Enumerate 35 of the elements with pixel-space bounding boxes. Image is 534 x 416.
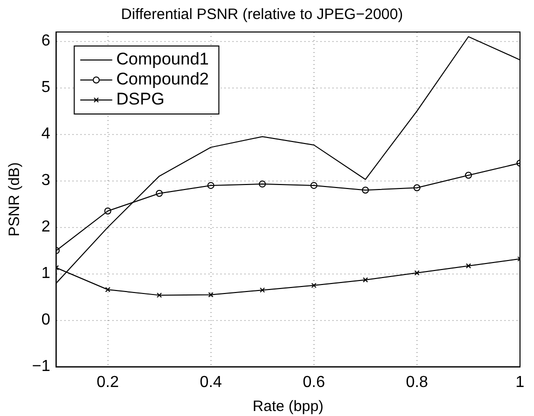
point bbox=[464, 172, 472, 179]
y-tick-label: −1 bbox=[32, 358, 50, 376]
legend-label: Compound1 bbox=[116, 50, 209, 69]
x-tick-label: 0.6 bbox=[302, 374, 326, 391]
y-axis-title: PSNR (dB) bbox=[6, 162, 24, 236]
y-tick-label: 4 bbox=[41, 126, 50, 143]
x-tick-label: 0.4 bbox=[200, 374, 222, 391]
point bbox=[260, 287, 265, 293]
y-tick-label: 3 bbox=[41, 172, 50, 190]
point bbox=[311, 282, 317, 288]
x-tick-label: 0.8 bbox=[406, 374, 428, 391]
point bbox=[207, 182, 214, 189]
legend-label: DSPG bbox=[116, 90, 164, 109]
point bbox=[362, 277, 368, 282]
point bbox=[208, 292, 214, 298]
point bbox=[310, 182, 318, 189]
y-tick-label: 0 bbox=[41, 312, 50, 329]
point bbox=[466, 263, 472, 269]
x-axis-title: Rate (bpp) bbox=[252, 398, 324, 416]
x-tick-label: 0.2 bbox=[96, 374, 119, 391]
point bbox=[156, 190, 163, 197]
y-tick-label: 2 bbox=[41, 218, 50, 236]
point bbox=[156, 292, 162, 298]
y-tick-label: 5 bbox=[41, 79, 50, 96]
chart-title: Differential PSNR (relative to JPEG−2000) bbox=[121, 6, 403, 24]
point bbox=[258, 180, 266, 188]
y-tick-label: 6 bbox=[41, 32, 50, 50]
point bbox=[104, 208, 112, 215]
point bbox=[413, 184, 420, 192]
y-tick-label: 1 bbox=[41, 265, 50, 282]
point bbox=[414, 270, 420, 276]
legend-label: Compound2 bbox=[116, 70, 209, 89]
point bbox=[362, 186, 369, 194]
point bbox=[105, 286, 110, 292]
x-tick-label: 1 bbox=[516, 374, 525, 391]
